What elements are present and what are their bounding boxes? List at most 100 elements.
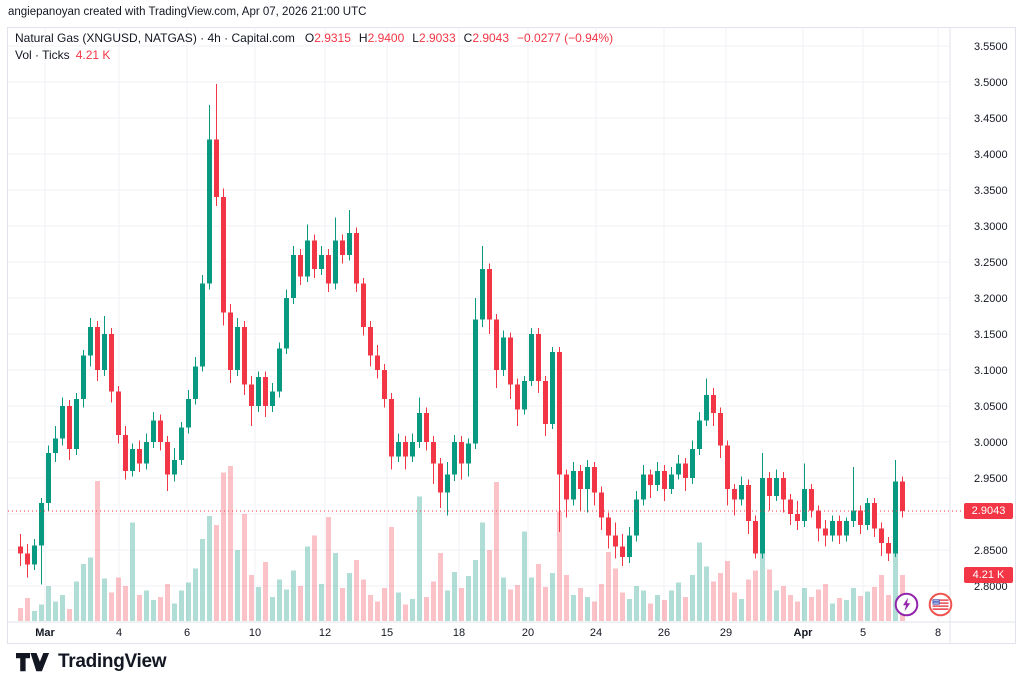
ohlc-key: C xyxy=(463,31,473,45)
volume-bar xyxy=(319,583,324,621)
volume-bar xyxy=(648,603,653,621)
ohlc-key: O xyxy=(304,31,315,45)
legend-symbol-row: Natural Gas (XNGUSD, NATGAS) · 4h · Capi… xyxy=(15,31,613,46)
candle-body xyxy=(158,420,163,442)
tradingview-logo-icon xyxy=(16,652,49,671)
candle-body xyxy=(200,283,205,367)
volume-bar xyxy=(158,596,163,621)
price-tick-label: 3.2000 xyxy=(974,293,1008,305)
candle-body xyxy=(18,546,23,554)
candle-body xyxy=(515,384,520,410)
volume-bar xyxy=(32,611,37,621)
volume-bar xyxy=(585,596,590,621)
candle-body xyxy=(683,463,688,478)
volume-bar xyxy=(886,594,891,621)
footer-brand[interactable]: TradingView xyxy=(16,651,167,673)
volume-bar xyxy=(557,511,562,621)
candle-body xyxy=(704,395,709,421)
candle-body xyxy=(739,485,744,500)
candle-body xyxy=(347,233,352,255)
volume-bar xyxy=(39,604,44,621)
volume-bar xyxy=(655,594,660,621)
price-tick-label: 3.4000 xyxy=(974,149,1008,161)
volume-bar xyxy=(116,577,121,621)
candle-body xyxy=(179,427,184,460)
date-tick-label: 12 xyxy=(319,627,331,639)
volume-bar xyxy=(305,546,310,621)
volume-bar xyxy=(536,564,541,621)
candle-body xyxy=(326,254,331,284)
volume-bar xyxy=(788,594,793,621)
volume-bar xyxy=(60,594,65,621)
volume-bar xyxy=(704,566,709,621)
last-price-badge: 2.9043 xyxy=(964,502,1013,519)
volume-bar xyxy=(431,581,436,621)
realtime-lightning-icon[interactable] xyxy=(894,592,919,617)
volume-bar xyxy=(522,531,527,621)
candle-body xyxy=(487,269,492,320)
candle-body xyxy=(564,474,569,500)
volume-bar xyxy=(438,553,443,621)
candle-body xyxy=(452,442,457,475)
symbol-title[interactable]: Natural Gas (XNGUSD, NATGAS) · 4h · Capi… xyxy=(15,31,295,45)
volume-label[interactable]: Vol · Ticks xyxy=(15,48,70,62)
candle-body xyxy=(795,514,800,522)
chart-legend: Natural Gas (XNGUSD, NATGAS) · 4h · Capi… xyxy=(15,31,613,63)
volume-value: 4.21 K xyxy=(75,48,111,62)
candle-body xyxy=(886,542,891,554)
candle-body xyxy=(249,384,254,406)
volume-bar xyxy=(872,587,877,621)
candle-body xyxy=(88,326,93,356)
volume-bar xyxy=(739,599,744,621)
volume-bar xyxy=(774,590,779,621)
volume-bar xyxy=(312,535,317,621)
candle-body xyxy=(151,420,156,442)
volume-bar xyxy=(249,575,254,621)
us-market-flag-icon[interactable] xyxy=(928,592,953,617)
candle-body xyxy=(718,413,723,446)
candle-body xyxy=(879,528,884,543)
tradingview-logo-text: TradingView xyxy=(58,651,167,672)
volume-bar xyxy=(893,529,898,621)
volume-bar xyxy=(473,559,478,621)
volume-bar xyxy=(711,581,716,621)
ohlc-value: 2.9315 xyxy=(314,31,351,45)
volume-bar xyxy=(53,601,58,621)
volume-bar xyxy=(284,589,289,621)
candle-body xyxy=(690,449,695,478)
candle-body xyxy=(830,521,835,536)
date-tick-label: 5 xyxy=(860,627,866,639)
volume-bar xyxy=(102,578,107,621)
chart-widget-frame xyxy=(7,27,1016,644)
volume-bar xyxy=(550,572,555,621)
candle-body xyxy=(802,488,807,522)
candle-body xyxy=(340,240,345,255)
volume-bar xyxy=(242,513,247,621)
price-tick-label: 3.3000 xyxy=(974,221,1008,233)
ohlc-pair-O: O2.9315 xyxy=(305,31,351,46)
candle-body xyxy=(39,503,44,546)
candle-body xyxy=(466,443,471,464)
volume-bar xyxy=(571,594,576,621)
volume-bar xyxy=(795,601,800,621)
candle-body xyxy=(221,197,226,313)
candle-body xyxy=(277,348,282,392)
candle-body xyxy=(144,442,149,464)
volume-bar xyxy=(641,590,646,621)
candle-body xyxy=(823,528,828,536)
volume-bar xyxy=(690,575,695,621)
ohlc-pair-C: C2.9043 xyxy=(464,31,509,46)
candle-body xyxy=(536,334,541,381)
volume-bar xyxy=(256,587,261,621)
candle-body xyxy=(46,452,51,504)
volume-bar xyxy=(480,522,485,621)
candle-body xyxy=(424,413,429,442)
candle-body xyxy=(508,337,513,385)
candle-body xyxy=(697,420,702,450)
date-tick-label: 6 xyxy=(184,627,190,639)
volume-bar xyxy=(599,583,604,621)
volume-bar xyxy=(718,572,723,621)
candle-body xyxy=(207,139,212,284)
candle-body xyxy=(669,474,674,489)
